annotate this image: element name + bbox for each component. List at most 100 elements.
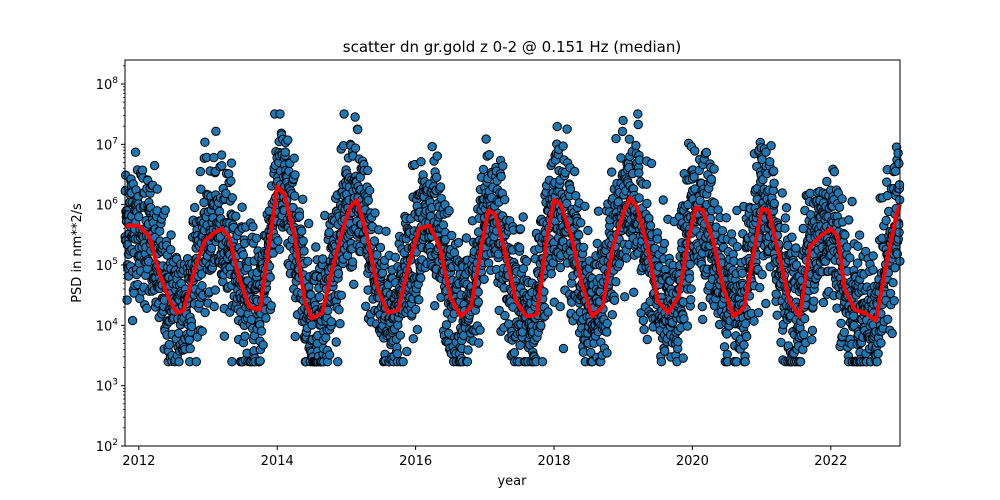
scatter-point xyxy=(261,313,271,323)
scatter-point xyxy=(701,147,712,158)
scatter-point xyxy=(274,244,285,255)
scatter-point xyxy=(402,346,412,357)
scatter-point xyxy=(593,206,604,216)
scatter-point xyxy=(152,184,163,194)
scatter-point xyxy=(642,334,652,345)
scatter-point xyxy=(166,230,176,240)
scatter-point xyxy=(298,194,308,205)
scatter-point xyxy=(441,320,452,330)
scatter-point xyxy=(462,357,473,367)
scatter-point xyxy=(474,338,484,348)
scatter-point xyxy=(398,357,408,367)
scatter-point xyxy=(518,212,528,222)
scatter-point xyxy=(888,278,898,288)
scatter-point xyxy=(164,339,175,350)
scatter-point xyxy=(334,305,344,315)
scatter-point xyxy=(894,158,904,169)
scatter-point xyxy=(682,321,693,331)
scatter-point xyxy=(562,124,572,134)
scatter-point xyxy=(753,308,764,318)
scatter-point xyxy=(447,230,457,241)
scatter-point xyxy=(273,236,283,246)
scatter-point xyxy=(854,230,865,240)
scatter-point xyxy=(798,223,808,234)
scatter-point xyxy=(432,151,442,161)
scatter-point xyxy=(709,164,719,174)
scatter-point xyxy=(444,205,454,216)
scatter-point xyxy=(659,238,670,249)
scatter-point xyxy=(197,281,207,291)
scatter-point xyxy=(200,307,210,318)
scatter-point xyxy=(369,236,380,246)
scatter-point xyxy=(320,210,330,221)
scatter-point xyxy=(481,134,491,144)
scatter-point xyxy=(290,170,300,180)
scatter-point xyxy=(845,253,855,263)
scatter-point xyxy=(552,121,562,132)
scatter-point xyxy=(265,272,275,282)
scatter-point xyxy=(149,160,160,171)
scatter-point xyxy=(873,348,883,359)
scatter-point xyxy=(781,203,792,213)
scatter-point xyxy=(217,161,227,171)
scatter-point xyxy=(303,256,313,266)
scatter-point xyxy=(818,297,829,308)
scatter-point xyxy=(353,124,363,135)
scatter-point xyxy=(248,222,258,232)
scatter-point xyxy=(876,338,886,348)
scatter-point xyxy=(231,211,241,221)
scatter-point xyxy=(191,357,202,367)
scatter-point xyxy=(390,252,401,262)
scatter-point xyxy=(765,157,775,167)
scatter-point xyxy=(304,218,314,229)
scatter-point xyxy=(134,212,144,222)
scatter-point xyxy=(809,296,819,306)
scatter-point xyxy=(326,317,336,327)
scatter-point xyxy=(852,258,863,268)
scatter-point xyxy=(256,326,267,336)
scatter-point xyxy=(894,227,904,238)
scatter-point xyxy=(602,327,612,337)
scatter-point xyxy=(872,357,882,367)
scatter-point xyxy=(834,202,845,213)
scatter-point xyxy=(737,268,747,278)
scatter-point xyxy=(174,357,184,367)
scatter-point xyxy=(280,147,290,157)
scatter-point xyxy=(427,141,437,152)
scatter-point xyxy=(294,211,305,221)
scatter-point xyxy=(314,292,325,302)
scatter-point xyxy=(324,227,334,238)
scatter-point xyxy=(266,301,276,311)
scatter-point xyxy=(381,226,391,237)
x-tick-label: 2020 xyxy=(676,454,709,469)
scatter-point xyxy=(166,244,176,255)
y-tick-label: 108 xyxy=(96,76,119,93)
scatter-point xyxy=(887,328,897,339)
scatter-point xyxy=(335,319,345,329)
scatter-point xyxy=(537,357,548,367)
scatter-point xyxy=(361,301,371,311)
scatter-point xyxy=(839,327,849,337)
scatter-point xyxy=(761,298,771,309)
scatter-point xyxy=(521,256,532,266)
scatter-point xyxy=(408,334,418,344)
scatter-point xyxy=(333,357,343,367)
scatter-point xyxy=(631,140,641,151)
scatter-point xyxy=(741,331,752,342)
scatter-point xyxy=(889,296,899,306)
scatter-point xyxy=(411,304,421,315)
scatter-point xyxy=(226,158,237,168)
scatter-point xyxy=(290,331,300,342)
scatter-point xyxy=(498,161,508,171)
x-tick-label: 2018 xyxy=(537,454,570,469)
scatter-point xyxy=(634,193,644,203)
scatter-point xyxy=(570,166,580,177)
scatter-point xyxy=(251,233,262,244)
x-axis: 2012 2014 2016 2018 2020 2022 xyxy=(122,446,847,469)
scatter-point xyxy=(621,253,632,263)
scatter-point xyxy=(473,297,484,307)
y-tick-label: 104 xyxy=(96,317,119,334)
scatter-point xyxy=(732,242,742,252)
scatter-point xyxy=(333,268,344,279)
